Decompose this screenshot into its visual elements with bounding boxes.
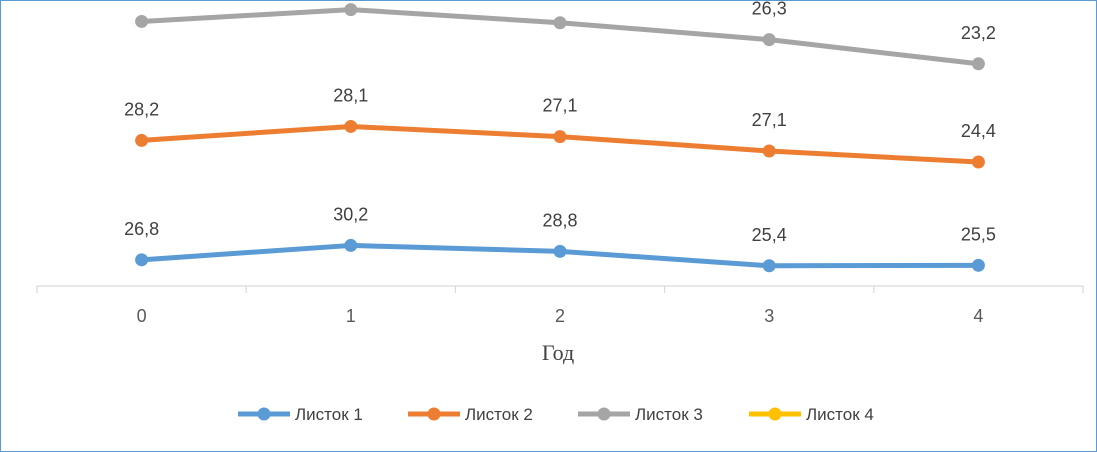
data-point xyxy=(762,33,776,47)
data-point xyxy=(553,244,567,258)
data-point xyxy=(344,238,358,252)
data-point xyxy=(971,258,985,272)
data-point xyxy=(344,119,358,133)
data-label: 26,9 xyxy=(542,0,577,2)
data-label: 26,8 xyxy=(124,219,159,239)
data-label: 25,4 xyxy=(752,225,787,245)
data-point xyxy=(971,57,985,71)
data-point xyxy=(344,3,358,17)
data-point xyxy=(135,14,149,28)
legend-item: Листок 3 xyxy=(578,405,703,424)
data-point xyxy=(971,155,985,169)
x-tick-label: 4 xyxy=(973,306,983,326)
x-tick-label: 3 xyxy=(764,306,774,326)
data-label: 23,2 xyxy=(961,23,996,43)
data-label: 28,2 xyxy=(124,99,159,119)
legend-item: Листок 1 xyxy=(238,405,363,424)
data-point xyxy=(553,16,567,30)
data-point xyxy=(553,130,567,144)
legend-swatch-marker xyxy=(427,407,441,421)
legend-label: Листок 4 xyxy=(806,405,874,424)
legend-label: Листок 1 xyxy=(295,405,363,424)
x-tick-label: 0 xyxy=(137,306,147,326)
data-point xyxy=(135,133,149,147)
x-tick-label: 2 xyxy=(555,306,565,326)
legend-swatch-marker xyxy=(597,407,611,421)
data-label: 27,1 xyxy=(752,110,787,130)
data-label: 27,1 xyxy=(542,96,577,116)
data-label: 25,5 xyxy=(961,224,996,244)
legend-swatch-marker xyxy=(768,407,782,421)
legend-label: Листок 3 xyxy=(635,405,703,424)
data-label: 26,3 xyxy=(752,0,787,19)
data-point xyxy=(762,144,776,158)
data-label: 28,1 xyxy=(333,85,368,105)
x-tick-label: 1 xyxy=(346,306,356,326)
data-label: 28,8 xyxy=(542,210,577,230)
legend-item: Листок 2 xyxy=(408,405,533,424)
data-point xyxy=(762,259,776,273)
legend-item: Листок 4 xyxy=(749,405,874,424)
legend-swatch-marker xyxy=(257,407,271,421)
legend-label: Листок 2 xyxy=(465,405,533,424)
data-label: 30,2 xyxy=(333,204,368,224)
x-axis-title: Год xyxy=(542,340,574,365)
data-point xyxy=(135,253,149,267)
data-label: 24,4 xyxy=(961,121,996,141)
